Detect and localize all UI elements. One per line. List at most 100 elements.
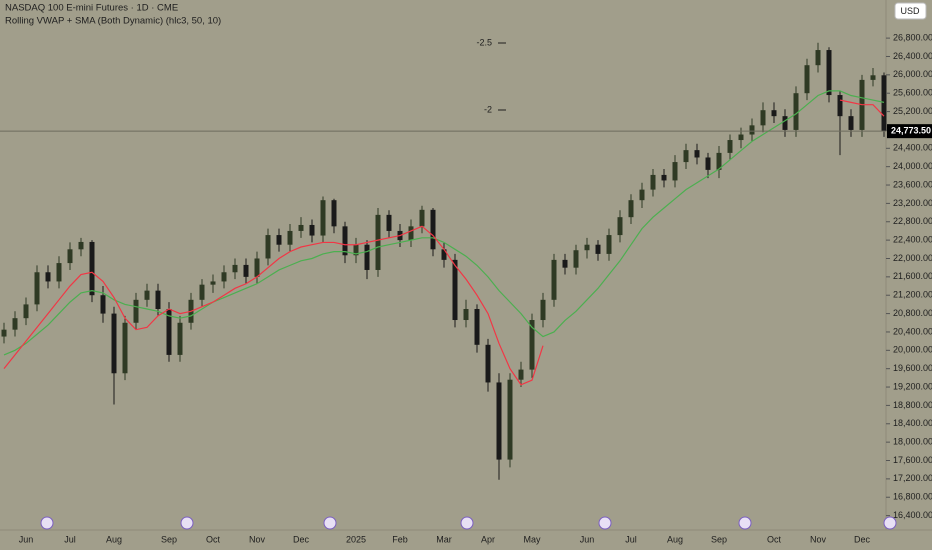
candle-body	[133, 299, 139, 323]
candle-body	[89, 241, 95, 296]
event-icon[interactable]	[180, 516, 194, 530]
x-tick-label: Oct	[767, 534, 782, 544]
candle-body	[870, 75, 876, 80]
x-tick-label: Dec	[854, 534, 871, 544]
candle-body	[683, 150, 689, 163]
candle-body	[782, 116, 788, 130]
y-tick-label: 26,400.00	[893, 51, 932, 61]
event-icon[interactable]	[883, 516, 897, 530]
y-tick-label: 21,600.00	[893, 271, 932, 281]
y-tick-label: 20,400.00	[893, 326, 932, 336]
candle-body	[518, 369, 524, 380]
candle-body	[386, 214, 392, 231]
candle-body	[254, 258, 260, 277]
candle-body	[144, 290, 150, 300]
y-tick-label: 19,600.00	[893, 363, 932, 373]
last-price-box	[887, 124, 932, 139]
candle-body	[595, 244, 601, 254]
event-icon[interactable]	[598, 516, 612, 530]
currency-label[interactable]: USD	[900, 6, 920, 16]
x-tick-label: Aug	[667, 534, 683, 544]
candle-body	[705, 157, 711, 170]
candle-body	[474, 308, 480, 345]
candle-body	[826, 50, 832, 96]
candle-body	[551, 259, 557, 300]
candle-body	[375, 214, 381, 270]
candle-body	[793, 93, 799, 130]
candle-body	[353, 244, 359, 256]
x-tick-label: Nov	[810, 534, 827, 544]
candle-body	[430, 209, 436, 250]
candle-body	[463, 308, 469, 321]
candle-body	[331, 200, 337, 227]
currency-button[interactable]	[894, 2, 927, 20]
event-icon[interactable]	[460, 516, 474, 530]
y-tick-label: 25,200.00	[893, 106, 932, 116]
x-tick-label: Nov	[249, 534, 266, 544]
scale-annotation: -2	[484, 104, 492, 114]
candle-body	[298, 224, 304, 231]
candle-body	[573, 250, 579, 268]
candle-body	[287, 230, 293, 245]
candle-body	[452, 259, 458, 321]
y-tick-label: 22,800.00	[893, 216, 932, 226]
y-tick-label: 17,200.00	[893, 473, 932, 483]
y-tick-label: 21,200.00	[893, 290, 932, 300]
indicator-title: Rolling VWAP + SMA (Both Dynamic) (hlc3,…	[5, 16, 221, 27]
candle-body	[617, 217, 623, 236]
x-tick-label: Jun	[19, 534, 34, 544]
y-tick-label: 18,000.00	[893, 437, 932, 447]
candle-body	[155, 290, 161, 309]
candle-body	[848, 116, 854, 130]
candle-body	[650, 174, 656, 190]
x-tick-label: Feb	[392, 534, 408, 544]
y-tick-label: 20,800.00	[893, 308, 932, 318]
candle-body	[771, 110, 777, 117]
event-icons	[40, 516, 897, 530]
y-tick-label: 26,000.00	[893, 69, 932, 79]
x-tick-label: Aug	[106, 534, 122, 544]
y-tick-label: 16,800.00	[893, 492, 932, 502]
x-tick-label: Jul	[64, 534, 76, 544]
candle-body	[639, 189, 645, 201]
candle-body	[529, 320, 535, 370]
y-tick-label: 23,600.00	[893, 179, 932, 189]
candle-body	[496, 382, 502, 460]
scale-annotation: -2.5	[476, 37, 492, 47]
y-tick-label: 25,600.00	[893, 88, 932, 98]
candle-body	[265, 235, 271, 259]
event-icon[interactable]	[738, 516, 752, 530]
candle-body	[12, 318, 18, 330]
candle-body	[243, 264, 249, 277]
y-tick-label: 19,200.00	[893, 381, 932, 391]
candle-body	[661, 174, 667, 181]
candle-body	[672, 162, 678, 181]
y-tick-label: 22,000.00	[893, 253, 932, 263]
candle-body	[34, 272, 40, 305]
event-icon[interactable]	[40, 516, 54, 530]
candle-body	[67, 249, 73, 264]
candle-body	[166, 308, 172, 355]
candle-body	[111, 313, 117, 374]
candle-body	[606, 235, 612, 254]
candle-body	[309, 224, 315, 236]
x-tick-label: Dec	[293, 534, 310, 544]
x-tick-label: Apr	[481, 534, 495, 544]
candle-body	[78, 241, 84, 250]
candle-body	[364, 244, 370, 270]
candle-body	[760, 110, 766, 126]
last-price-label: 24,773.50	[891, 126, 931, 136]
candle-body	[881, 75, 887, 132]
y-tick-label: 23,200.00	[893, 198, 932, 208]
candle-body	[540, 299, 546, 321]
x-tick-label: 2025	[346, 534, 366, 544]
x-tick-label: Jul	[625, 534, 637, 544]
event-icon[interactable]	[323, 516, 337, 530]
candle-body	[45, 272, 51, 282]
candle-body	[1, 329, 7, 337]
indicator-line	[3, 90, 885, 356]
y-tick-label: 18,800.00	[893, 400, 932, 410]
candle-body	[23, 304, 29, 319]
